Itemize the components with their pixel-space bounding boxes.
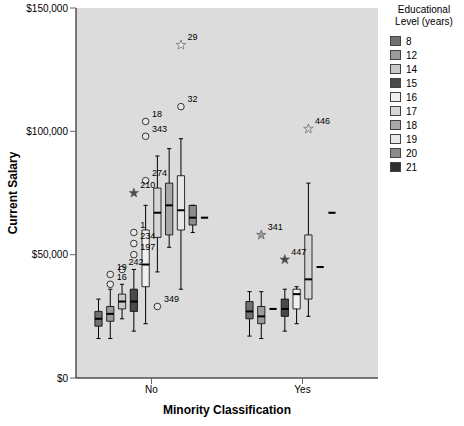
svg-text:19: 19 xyxy=(117,262,127,272)
html-text:18: 18 xyxy=(406,119,418,131)
html-text:14: 14 xyxy=(406,63,418,75)
svg-text:446: 446 xyxy=(315,116,330,126)
svg-text:$0: $0 xyxy=(57,373,69,384)
html-text:12: 12 xyxy=(406,49,418,61)
svg-text:16: 16 xyxy=(117,272,127,282)
svg-text:447: 447 xyxy=(291,247,306,257)
html-text:20: 20 xyxy=(406,147,418,159)
html-text:19: 19 xyxy=(406,133,418,145)
svg-text:197: 197 xyxy=(140,242,155,252)
svg-text:Current Salary: Current Salary xyxy=(8,151,20,234)
html-text:21: 21 xyxy=(406,161,418,173)
svg-text:1: 1 xyxy=(140,220,145,230)
svg-text:$50,000: $50,000 xyxy=(32,249,69,260)
svg-text:343: 343 xyxy=(152,124,167,134)
svg-text:29: 29 xyxy=(187,32,197,42)
svg-text:341: 341 xyxy=(268,222,283,232)
html-text:17: 17 xyxy=(406,105,418,117)
svg-text:274: 274 xyxy=(152,168,167,178)
svg-text:$100,000: $100,000 xyxy=(26,126,68,137)
html-text:Educational Level (years): Educational Level (years) xyxy=(395,4,453,27)
svg-text:No: No xyxy=(145,384,158,395)
html-text:8: 8 xyxy=(406,35,412,47)
svg-text:18: 18 xyxy=(152,109,162,119)
svg-text:349: 349 xyxy=(164,294,179,304)
svg-text:210: 210 xyxy=(140,180,155,190)
html-text:16: 16 xyxy=(406,91,418,103)
html-text:15: 15 xyxy=(406,77,418,89)
svg-text:234: 234 xyxy=(140,231,155,241)
svg-text:$150,000: $150,000 xyxy=(26,3,68,14)
svg-text:32: 32 xyxy=(187,94,197,104)
svg-text:242: 242 xyxy=(129,257,144,267)
svg-text:Yes: Yes xyxy=(294,384,310,395)
svg-text:Minority Classification: Minority Classification xyxy=(163,403,291,417)
